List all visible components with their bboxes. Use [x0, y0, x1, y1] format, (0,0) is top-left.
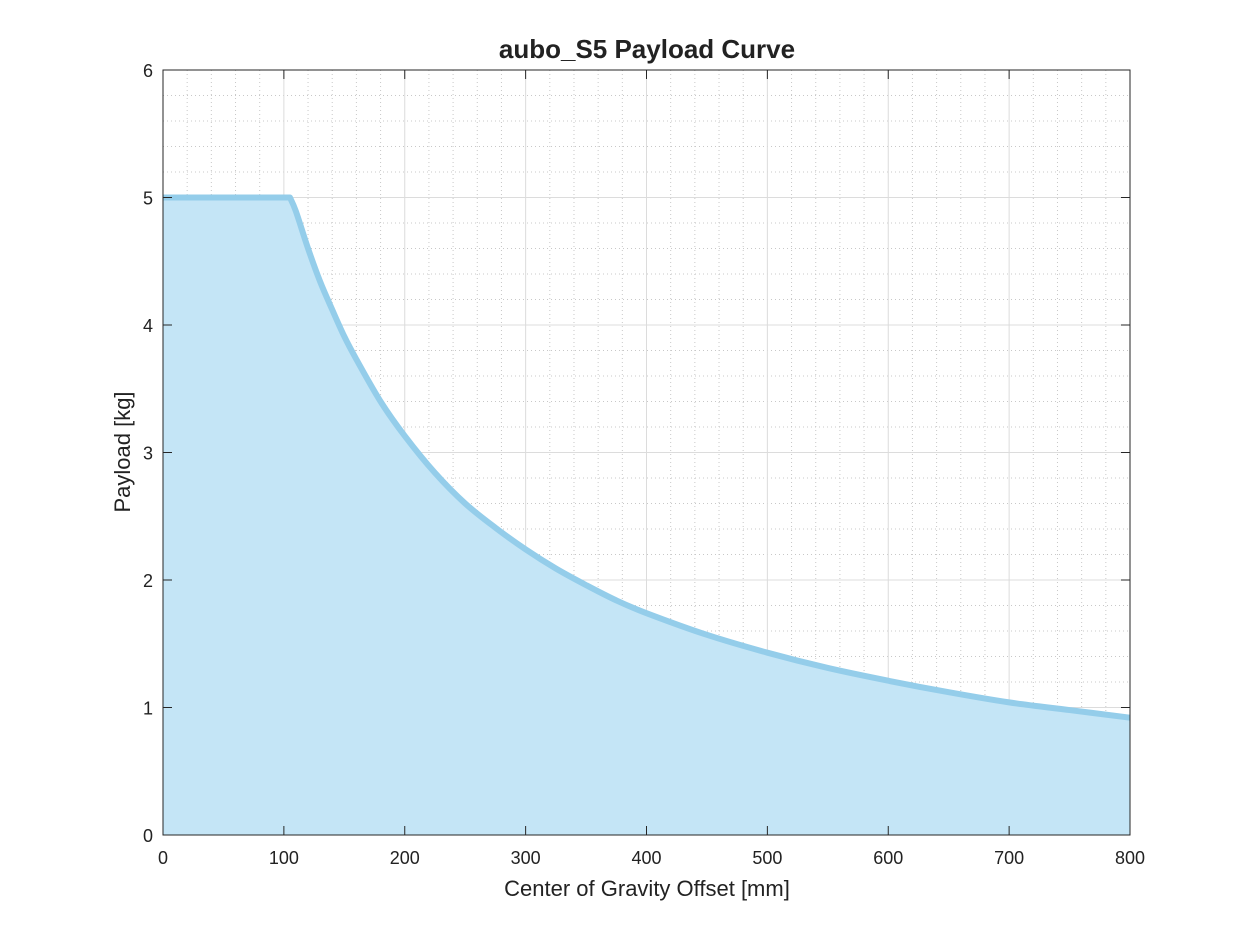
x-tick-label: 300	[511, 848, 541, 868]
y-tick-label: 4	[143, 316, 153, 336]
x-tick-label: 0	[158, 848, 168, 868]
x-tick-label: 600	[873, 848, 903, 868]
payload-curve-line	[163, 194, 1131, 721]
x-tick-labels: 0 100 200 300 400 500 600 700 800	[158, 848, 1145, 868]
x-tick-label: 800	[1115, 848, 1145, 868]
x-tick-label: 700	[994, 848, 1024, 868]
y-axis-label: Payload [kg]	[110, 391, 135, 512]
y-tick-label: 6	[143, 61, 153, 81]
x-tick-label: 200	[390, 848, 420, 868]
x-tick-label: 100	[269, 848, 299, 868]
y-tick-label: 0	[143, 826, 153, 846]
x-tick-label: 500	[752, 848, 782, 868]
tick-marks	[162, 69, 1131, 836]
y-tick-label: 5	[143, 189, 153, 209]
y-tick-label: 1	[143, 699, 153, 719]
x-axis-label: Center of Gravity Offset [mm]	[504, 876, 790, 901]
y-tick-labels: 0 1 2 3 4 5 6	[143, 61, 153, 846]
y-tick-label: 3	[143, 444, 153, 464]
chart-title: aubo_S5 Payload Curve	[499, 34, 795, 64]
y-tick-label: 2	[143, 571, 153, 591]
x-tick-label: 400	[631, 848, 661, 868]
payload-area-fill	[163, 197, 1130, 835]
